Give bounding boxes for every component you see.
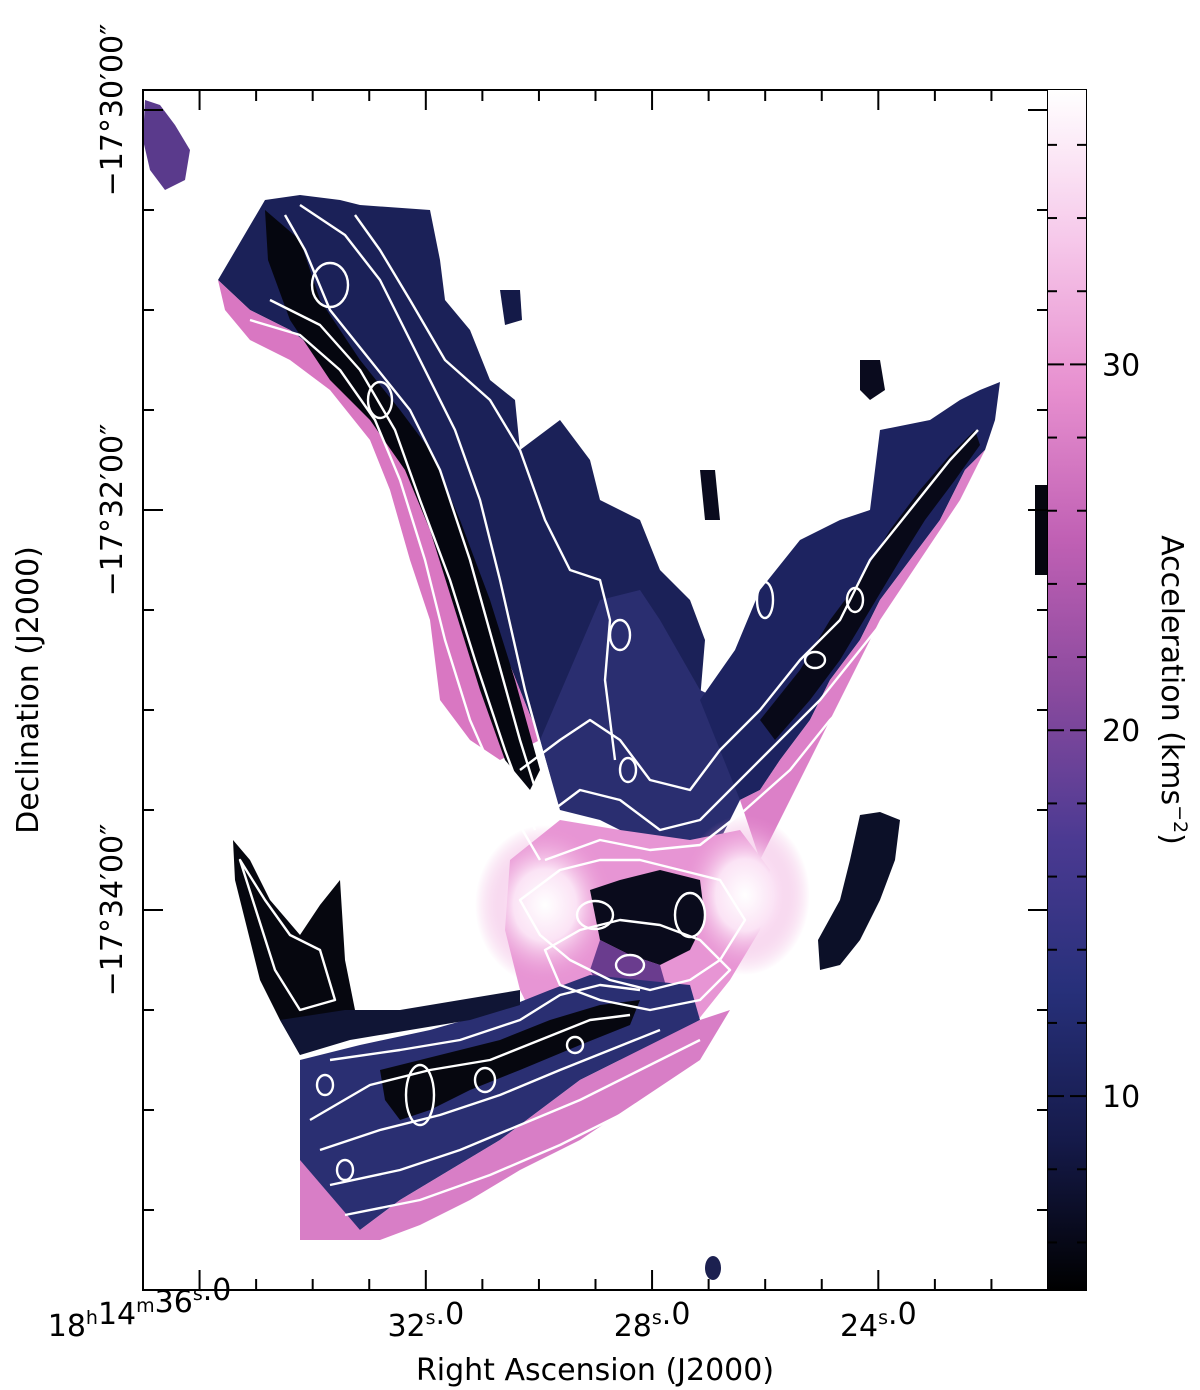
contour-ring	[845, 586, 865, 614]
contour-ring	[565, 1035, 585, 1055]
emission-region-west-finger	[233, 840, 355, 1055]
colorbar-tick-label: 10	[1102, 1080, 1140, 1115]
emission-region-south-ridge	[380, 1000, 640, 1120]
contour-line	[249, 318, 542, 861]
colorbar	[1048, 90, 1086, 1290]
contour-line	[543, 918, 732, 1012]
contour-line	[238, 858, 337, 1012]
axis-ticks	[143, 90, 1086, 1290]
colorbar-tick-label: 30	[1102, 348, 1140, 383]
emission-region-north-blob-4	[1035, 485, 1048, 575]
emission-region-south-dot	[705, 1256, 721, 1280]
y-tick-label: −17°32′00″	[95, 424, 130, 597]
contour-ring	[366, 380, 394, 420]
contour-ring	[315, 1073, 335, 1097]
emission-region-south-edge	[300, 1010, 730, 1240]
emission-region-south-arm	[300, 975, 700, 1230]
contour-ring	[335, 1158, 355, 1182]
contour-line	[539, 489, 977, 832]
y-axis-title: Declination (J2000)	[11, 546, 46, 834]
contour-ring	[473, 1066, 497, 1094]
contour-lines	[238, 204, 979, 1217]
contour-ring	[803, 650, 827, 670]
emission-region-nw-edge	[218, 280, 540, 760]
contour-line	[329, 1038, 701, 1187]
emission-region-north-blob-2	[500, 290, 522, 325]
contour-ring	[310, 261, 350, 309]
emission-region-north-blob-1	[860, 360, 885, 400]
acceleration-map-image	[143, 100, 1048, 1280]
colorbar-tick-labels: 10 20 30	[1102, 348, 1140, 1115]
contour-ring	[404, 1063, 436, 1127]
contour-ring	[608, 618, 632, 652]
colorbar-tick-label: 20	[1102, 714, 1140, 749]
y-tick-label: −17°34′00″	[95, 824, 130, 997]
emission-region-east-blob	[818, 812, 900, 970]
contour-ring	[618, 756, 638, 784]
hot-spot-east	[680, 815, 810, 975]
contour-ring	[755, 580, 775, 620]
x-tick-labels: 18h14m36s.0 32s.0 28s.0 24s.0	[48, 1273, 917, 1344]
contour-line	[283, 214, 547, 821]
contour-ring	[614, 953, 646, 977]
emission-region-west-flank	[280, 990, 520, 1055]
x-tick-label: 18h14m36s.0	[48, 1273, 232, 1344]
contour-line	[344, 1073, 701, 1217]
x-tick-label: 28s.0	[614, 1297, 691, 1344]
contour-line	[319, 1028, 661, 1152]
x-tick-label: 24s.0	[840, 1297, 917, 1344]
y-tick-label: −17°30′00″	[95, 24, 130, 197]
contour-line	[329, 983, 641, 1062]
emission-region-north-blob-3	[700, 470, 720, 520]
y-tick-labels: −17°30′00″ −17°32′00″ −17°34′00″	[95, 24, 130, 997]
contour-ring	[575, 899, 615, 931]
contour-ring	[673, 891, 707, 939]
contour-line	[354, 214, 617, 761]
contour-line	[544, 619, 911, 862]
contour-line	[518, 858, 747, 992]
contour-line	[519, 429, 979, 792]
contour-line	[309, 1013, 631, 1122]
hub-cores	[590, 870, 705, 965]
contour-line	[269, 298, 537, 831]
contour-line	[299, 204, 552, 781]
x-tick-label: 32s.0	[387, 1297, 464, 1344]
emission-region-corner-blob	[143, 100, 190, 190]
emission-region-ne-ridge	[760, 430, 980, 740]
x-axis-title: Right Ascension (J2000)	[416, 1353, 774, 1388]
colorbar-label: Acceleration (kms−2)	[1154, 535, 1191, 845]
